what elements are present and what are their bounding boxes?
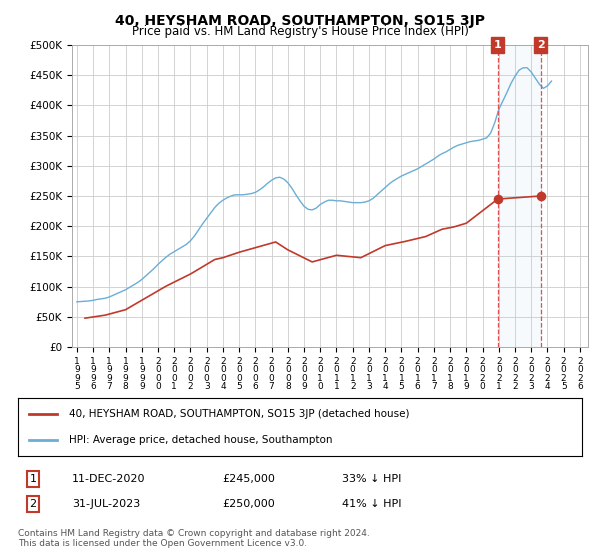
Point [493,194,503,203]
Text: 33% ↓ HPI: 33% ↓ HPI [342,474,401,484]
Text: 31-JUL-2023: 31-JUL-2023 [72,499,140,509]
Text: 40, HEYSHAM ROAD, SOUTHAMPTON, SO15 3JP: 40, HEYSHAM ROAD, SOUTHAMPTON, SO15 3JP [115,14,485,28]
Text: 1: 1 [494,40,502,50]
Bar [498,45,541,347]
Text: 11-DEC-2020: 11-DEC-2020 [72,474,146,484]
Text: HPI: Average price, detached house, Southampton: HPI: Average price, detached house, Sout… [69,435,332,445]
Text: Price paid vs. HM Land Registry's House Price Index (HPI): Price paid vs. HM Land Registry's House … [131,25,469,38]
Text: 41% ↓ HPI: 41% ↓ HPI [342,499,401,509]
Text: 1: 1 [29,474,37,484]
Text: Contains HM Land Registry data © Crown copyright and database right 2024.
This d: Contains HM Land Registry data © Crown c… [18,529,370,548]
Point [536,192,545,200]
Text: £245,000: £245,000 [222,474,275,484]
Text: 40, HEYSHAM ROAD, SOUTHAMPTON, SO15 3JP (detached house): 40, HEYSHAM ROAD, SOUTHAMPTON, SO15 3JP … [69,409,409,419]
Text: 2: 2 [29,499,37,509]
Text: £250,000: £250,000 [222,499,275,509]
Text: 2: 2 [537,40,544,50]
